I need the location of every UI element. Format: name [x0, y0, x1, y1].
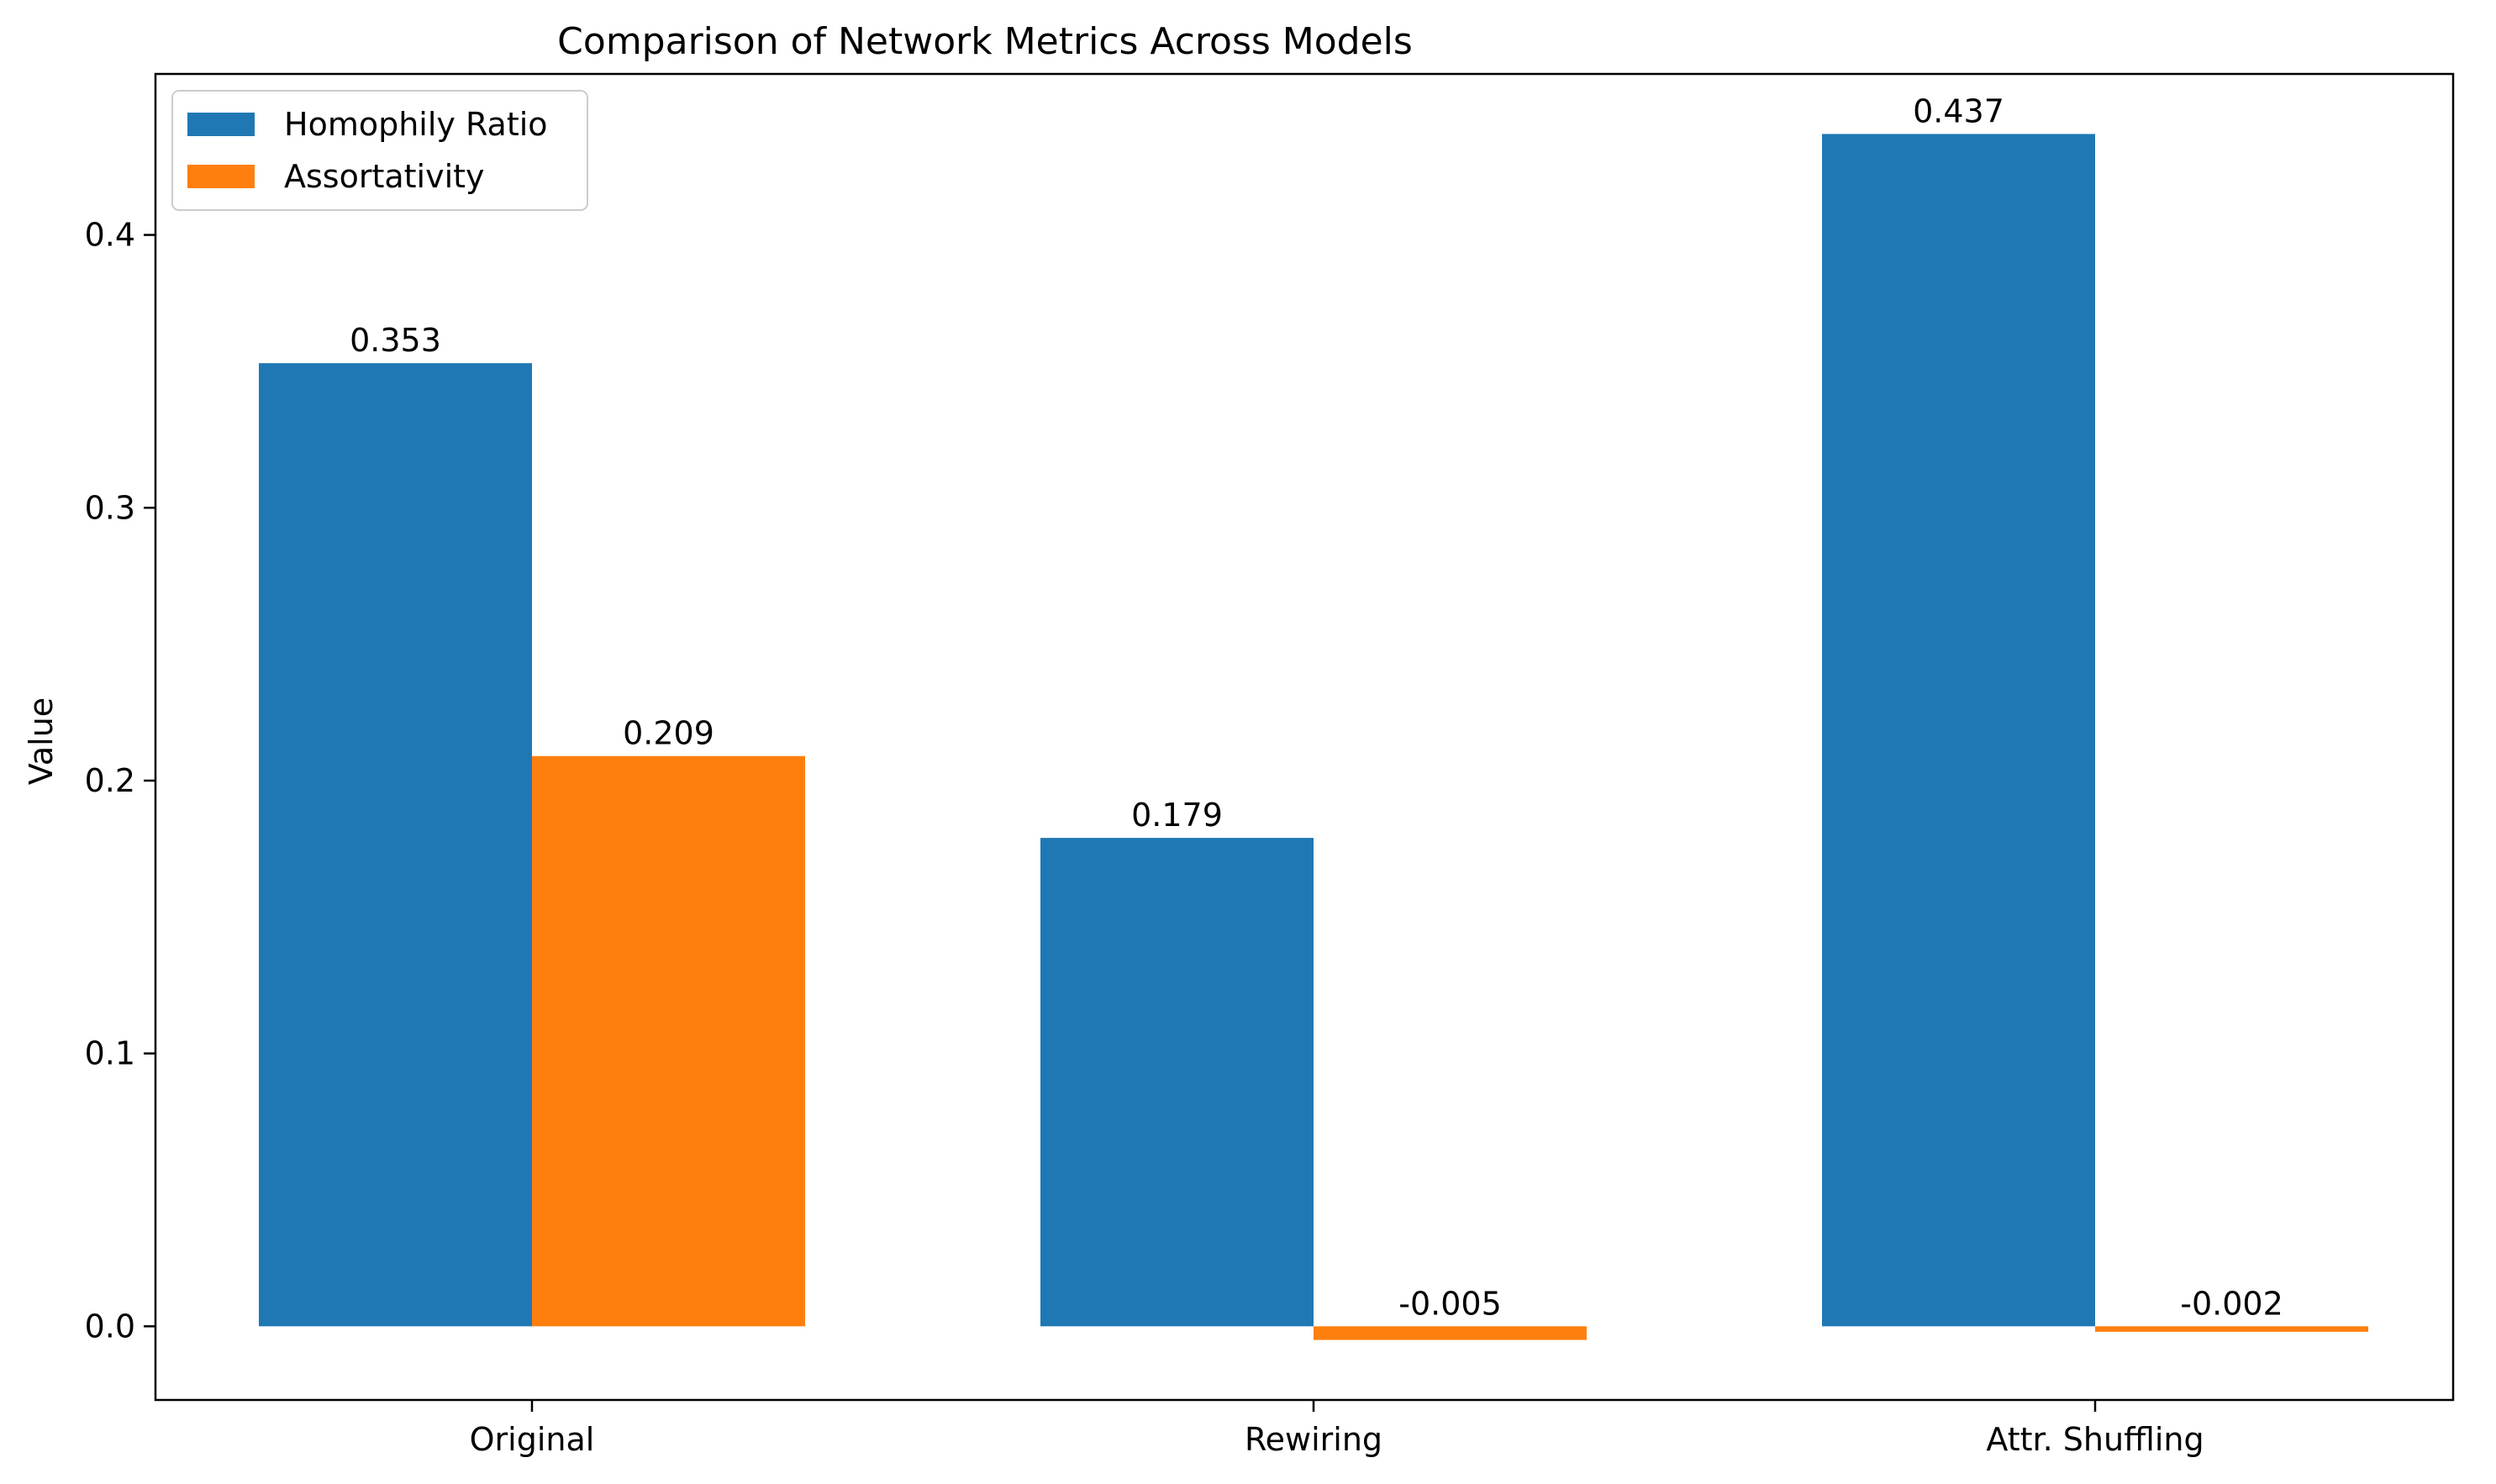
bars-layer [259, 134, 2368, 1340]
legend-label-assortativity: Assortativity [284, 158, 485, 195]
x-tick-label-attr-shuffling: Attr. Shuffling [1986, 1421, 2204, 1458]
bar-assortativity-attr-shuffling [2095, 1326, 2368, 1332]
data-label-homophily-ratio-rewiring: 0.179 [1131, 797, 1223, 834]
bar-assortativity-original [532, 755, 805, 1327]
y-axis-label: Value [23, 697, 60, 785]
bar-homophily-ratio-original [259, 363, 532, 1327]
bar-homophily-ratio-attr-shuffling [1822, 134, 2095, 1327]
data-label-assortativity-original: 0.209 [623, 715, 714, 752]
chart-title: Comparison of Network Metrics Across Mod… [557, 20, 1413, 63]
x-axis-ticks: Original Rewiring Attr. Shuffling [470, 1400, 2204, 1458]
y-tick-label: 0.0 [85, 1308, 135, 1345]
y-tick-label: 0.2 [85, 762, 135, 799]
bar-assortativity-rewiring [1314, 1326, 1587, 1340]
data-labels-layer: 0.353 0.209 0.179 -0.005 0.437 -0.002 [350, 92, 2283, 1322]
legend-swatch-homophily-ratio [187, 113, 255, 136]
y-tick-label: 0.1 [85, 1035, 135, 1072]
y-tick-label: 0.4 [85, 217, 135, 254]
data-label-assortativity-attr-shuffling: -0.002 [2180, 1285, 2283, 1322]
y-axis-ticks: 0.0 0.1 0.2 0.3 0.4 [85, 217, 155, 1345]
data-label-assortativity-rewiring: -0.005 [1398, 1285, 1502, 1322]
data-label-homophily-ratio-original: 0.353 [350, 322, 441, 359]
data-label-homophily-ratio-attr-shuffling: 0.437 [1913, 92, 2004, 129]
legend-label-homophily-ratio: Homophily Ratio [284, 106, 548, 143]
legend: Homophily Ratio Assortativity [171, 90, 588, 211]
plot-area-frame [154, 72, 2455, 1402]
bar-homophily-ratio-rewiring [1040, 838, 1314, 1327]
x-tick-label-rewiring: Rewiring [1245, 1421, 1382, 1458]
y-tick-label: 0.3 [85, 489, 135, 526]
x-tick-label-original: Original [470, 1421, 595, 1458]
legend-frame [171, 90, 588, 211]
legend-swatch-assortativity [187, 165, 255, 188]
